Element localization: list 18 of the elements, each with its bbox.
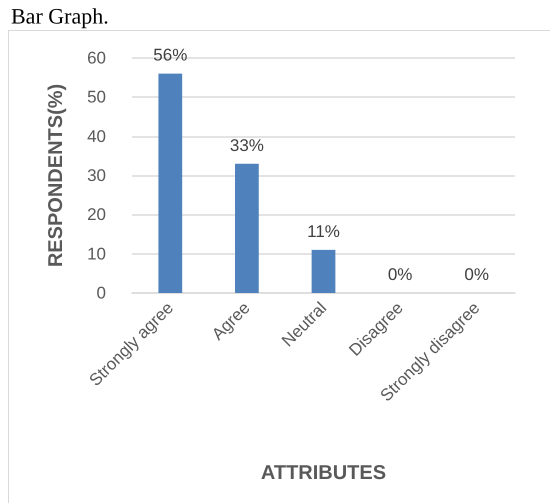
y-tick-label: 20: [87, 205, 106, 224]
y-tick-label: 40: [87, 126, 106, 146]
data-label: 11%: [307, 222, 340, 241]
data-label: 56%: [153, 46, 188, 65]
bar: [235, 164, 259, 293]
y-axis-title: RESPONDENTS(%): [45, 84, 67, 268]
y-tick-label: 60: [87, 48, 106, 68]
bar: [158, 74, 182, 293]
y-tick-label: 50: [87, 88, 106, 107]
data-label: 33%: [230, 136, 264, 155]
data-label: 0%: [464, 265, 489, 284]
bar: [312, 250, 336, 293]
data-label: 0%: [388, 265, 412, 284]
x-axis-title: ATTRIBUTES: [260, 462, 386, 484]
chart-title: Bar Graph.: [11, 4, 109, 28]
y-tick-label: 0: [96, 284, 106, 302]
y-tick-label: 10: [87, 244, 106, 264]
y-tick-label: 30: [87, 166, 106, 185]
